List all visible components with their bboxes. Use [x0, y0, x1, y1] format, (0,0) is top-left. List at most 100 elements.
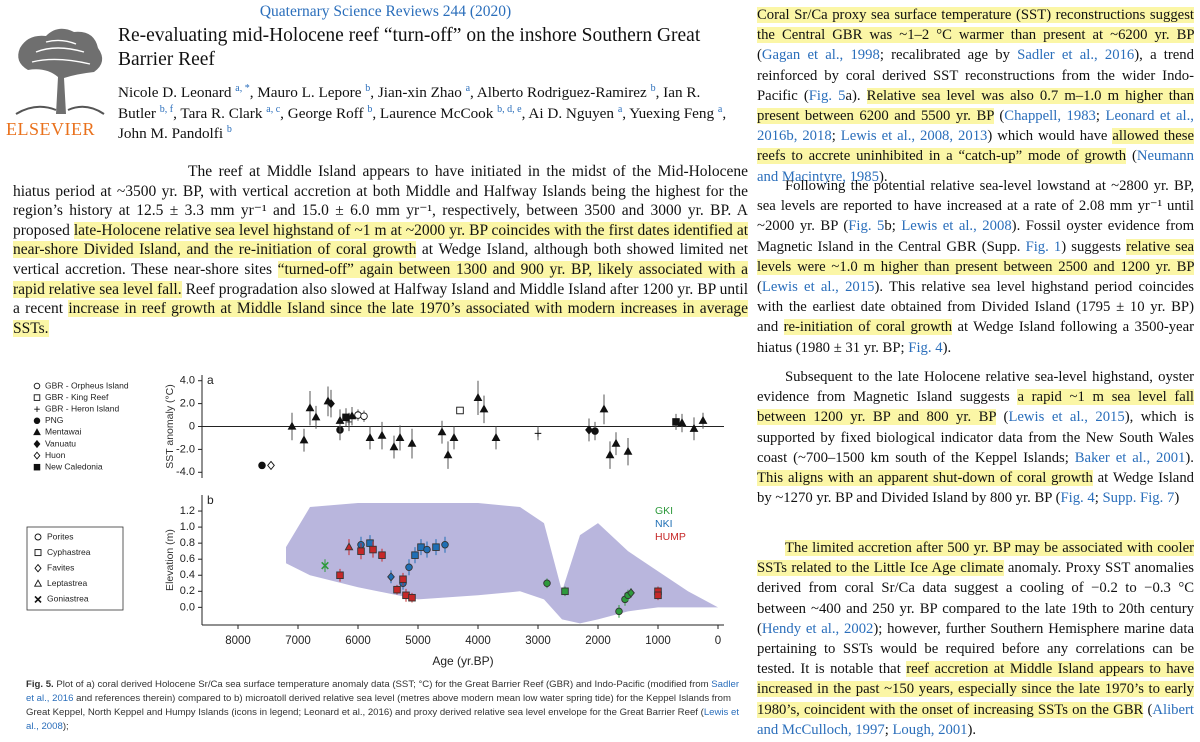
text: , Laurence McCook [372, 104, 498, 122]
x-tick-label: 5000 [405, 635, 431, 647]
affiliation-mark[interactable]: b, d, e [497, 103, 522, 115]
marker [543, 579, 551, 588]
marker [627, 588, 635, 598]
link[interactable]: Lewis et al., 2008, 2013 [840, 128, 988, 145]
legend-label: Vanuatu [45, 438, 76, 448]
marker [347, 411, 357, 420]
y-tick-label: 0.0 [180, 601, 195, 613]
link[interactable]: Alibert and McCulloch, 1997 [757, 701, 1194, 738]
marker [369, 545, 377, 554]
x-tick-label: 6000 [345, 635, 371, 647]
affiliation-mark[interactable]: b [367, 103, 373, 115]
text: ( [1143, 701, 1153, 718]
marker [437, 427, 447, 436]
affiliation-mark[interactable]: b, f [159, 103, 174, 115]
text: ) suggests [1061, 238, 1127, 255]
text: ( [757, 47, 762, 64]
link[interactable]: Lough, 2001 [892, 721, 968, 738]
y-tick-label: 4.0 [180, 375, 195, 387]
text: Plot of a) coral derived Holocene Sr/Ca … [53, 679, 712, 690]
marker [441, 541, 449, 549]
marker [399, 575, 407, 584]
text: , Yuexing Feng [622, 104, 718, 122]
affiliation-mark[interactable]: a, c [266, 103, 281, 115]
marker [408, 593, 416, 602]
legend-label: GKI [655, 505, 673, 517]
affiliation-mark[interactable]: a [717, 103, 723, 115]
text: b; [884, 218, 902, 235]
link[interactable]: Lewis et al., 2008 [901, 218, 1012, 235]
link[interactable]: Hendy et al., 2002 [761, 620, 874, 637]
affiliation-mark[interactable]: b [365, 82, 371, 94]
link[interactable]: Lewis et al., 2015 [761, 279, 875, 296]
marker [365, 433, 375, 442]
marker [34, 549, 42, 557]
legend-label: NKI [655, 518, 673, 530]
marker [34, 406, 40, 412]
publisher-name: ELSEVIER [6, 119, 95, 139]
link[interactable]: Fig. 1 [1025, 238, 1062, 255]
link[interactable]: Sadler et al., 2016 [1017, 47, 1135, 64]
link[interactable]: Fig. 4 [1060, 490, 1095, 507]
text: ) [1174, 490, 1180, 507]
marker [654, 591, 662, 600]
link[interactable]: Fig. 4 [908, 339, 943, 356]
marker [327, 398, 335, 409]
marker [287, 421, 297, 430]
paragraph: Coral Sr/Ca proxy sea surface temperatur… [757, 5, 1195, 187]
link[interactable]: Fig. 5 [808, 87, 846, 104]
marker [534, 430, 542, 437]
y-tick-label: 0 [189, 420, 195, 432]
legend-label: GBR - Orpheus Island [45, 380, 129, 390]
link[interactable]: Supp. Fig. 7 [1102, 490, 1175, 507]
legend-label: Mentawai [45, 427, 81, 437]
paragraph: Following the potential relative sea-lev… [757, 176, 1195, 358]
link[interactable]: Baker et al., 2001 [1074, 449, 1186, 466]
highlighted-text: This aligns with an apparent shut-down o… [757, 470, 1093, 487]
affiliation-mark[interactable]: a [617, 103, 623, 115]
y-tick-label: 1.0 [180, 521, 195, 533]
affiliation-mark[interactable]: a [465, 82, 471, 94]
legend-label: Goniastrea [47, 594, 89, 604]
marker [623, 446, 633, 455]
link[interactable]: Gagan et al., 1998 [761, 47, 880, 64]
link[interactable]: Leonard et al., 2016b, 2018 [757, 108, 1194, 145]
link[interactable]: Neumann and Macintyre, 1985 [757, 148, 1194, 185]
text: ). Fossil oyster evidence from Magnetic … [757, 218, 1195, 255]
link[interactable]: Sadler et al., 2016 [26, 679, 740, 704]
link[interactable]: Lewis et al., 2015 [1008, 409, 1125, 426]
y-axis-label: Elevation (m) [164, 529, 176, 591]
text: ). [942, 339, 952, 356]
text: ( [757, 279, 762, 296]
marker [605, 450, 615, 459]
y-tick-label: 0.2 [180, 585, 195, 597]
marker [615, 607, 623, 616]
text: , John M. Pandolfi [118, 104, 727, 143]
marker [311, 412, 321, 421]
affiliation-mark[interactable]: a, * [235, 82, 250, 94]
affiliation-mark[interactable]: b [650, 82, 656, 94]
marker [698, 415, 708, 424]
journal[interactable]: Quaternary Science Reviews 244 (2020) [259, 3, 512, 20]
affiliation-mark[interactable]: b [226, 123, 232, 135]
x-tick-label: 0 [715, 635, 721, 647]
text: a). [845, 87, 867, 104]
text: at Wedge Island following a 3500-year hi… [757, 319, 1194, 356]
text: ). This relative sea level highstand per… [757, 279, 1195, 336]
marker [423, 545, 431, 554]
link[interactable]: Lewis et al., 2008 [26, 707, 740, 732]
text: ( [996, 409, 1009, 426]
marker [33, 439, 41, 449]
text: ). [967, 721, 977, 738]
marker [305, 403, 315, 412]
link[interactable]: Fig. 5 [848, 218, 885, 235]
marker [336, 571, 344, 579]
text: ; [1094, 490, 1103, 507]
link[interactable]: Chappell, 1983 [1004, 108, 1096, 125]
marker [432, 543, 440, 551]
marker [258, 461, 266, 470]
text: , Tara R. Clark [173, 104, 267, 122]
text: ( [993, 108, 1005, 125]
